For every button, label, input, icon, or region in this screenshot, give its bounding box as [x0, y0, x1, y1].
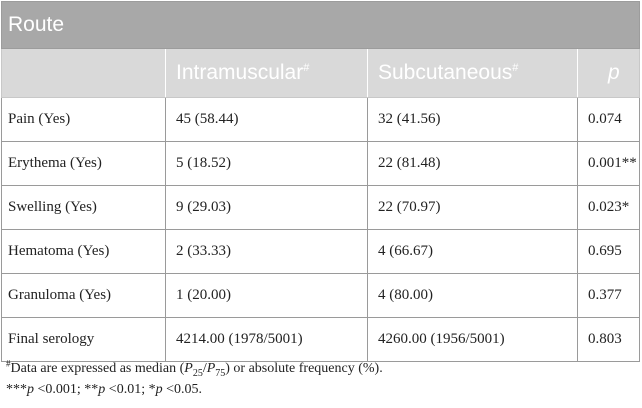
header-subcutaneous-label: Subcutaneous [378, 61, 513, 84]
footnote-p75-sub: 75 [215, 367, 226, 379]
header-blank [1, 48, 166, 98]
subcutaneous-value: 22 (70.97) [367, 185, 578, 230]
footnote-marker: # [6, 358, 11, 369]
p-value-cell: 0.803 [576, 317, 641, 362]
results-table: Route Intramuscular# Subcutaneous# p Pai… [0, 1, 641, 362]
row-label: Granuloma (Yes) [1, 273, 166, 318]
table-footnotes: #Data are expressed as median (P25/P75) … [6, 358, 383, 400]
row-label: Final serology [1, 317, 166, 362]
row-label: Erythema (Yes) [1, 141, 166, 186]
p-value-cell: 0.377 [576, 273, 641, 318]
sig-p-3: p [155, 382, 163, 397]
table-title: Route [0, 1, 641, 49]
subcutaneous-value: 22 (81.48) [367, 141, 578, 186]
subcutaneous-value: 4 (66.67) [367, 229, 578, 274]
sig-two-star: ** [84, 382, 99, 397]
p-value: 0.377 [588, 287, 622, 303]
table-title-row: Route [0, 1, 641, 49]
sig-threshold-3: <0.05. [162, 382, 202, 397]
footnote-p75-letter: P [206, 361, 216, 376]
table-row: Granuloma (Yes) 1 (20.00) 4 (80.00) 0.377 [1, 273, 641, 318]
table-row: Hematoma (Yes) 2 (33.33) 4 (66.67) 0.695 [1, 229, 641, 274]
footnote-data-expression: #Data are expressed as median (P25/P75) … [6, 358, 383, 379]
sig-p-1: p [27, 382, 34, 397]
table-body: Pain (Yes) 45 (58.44) 32 (41.56) 0.074 Eryth… [1, 97, 641, 362]
header-subcutaneous-marker: # [512, 62, 519, 74]
table-row: Swelling (Yes) 9 (29.03) 22 (70.97) 0.023* [1, 185, 641, 230]
footnote-text-b: ) or absolute frequency (%). [225, 361, 383, 376]
row-label: Hematoma (Yes) [1, 229, 166, 274]
subcutaneous-value: 4 (80.00) [367, 273, 578, 318]
header-intramuscular-marker: # [303, 62, 310, 74]
header-p-value: p [576, 48, 641, 98]
significance-marker: * [621, 199, 630, 215]
table-row: Final serology 4214.00 (1978/5001) 4260.00… [1, 317, 641, 362]
p-value-cell: 0.074 [576, 97, 641, 142]
sig-one-star: * [148, 382, 156, 397]
intramuscular-value: 4214.00 (1978/5001) [165, 317, 368, 362]
row-label: Swelling (Yes) [1, 185, 166, 230]
p-value-cell: 0.023* [576, 185, 641, 230]
footnote-p25-letter: P [184, 361, 193, 376]
intramuscular-value: 1 (20.00) [165, 273, 368, 318]
footnote-significance: ***p <0.001; **p <0.01; *p <0.05. [6, 379, 383, 400]
intramuscular-value: 45 (58.44) [165, 97, 368, 142]
p-value: 0.074 [588, 111, 622, 127]
results-table-container: Route Intramuscular# Subcutaneous# p Pai… [0, 1, 641, 362]
sig-three-star: *** [6, 382, 27, 397]
p-value: 0.695 [588, 243, 622, 259]
sig-threshold-1: <0.001; [34, 382, 85, 397]
sig-threshold-2: <0.01; [105, 382, 149, 397]
p-value-cell: 0.695 [576, 229, 641, 274]
p-value: 0.001 [588, 155, 622, 171]
header-intramuscular-label: Intramuscular [176, 61, 304, 84]
p-value-cell: 0.001** [576, 141, 641, 186]
footnote-text-a: Data are expressed as median ( [10, 361, 185, 376]
header-subcutaneous: Subcutaneous# [367, 48, 578, 98]
footnote-slash: / [202, 361, 207, 376]
table-row: Pain (Yes) 45 (58.44) 32 (41.56) 0.074 [1, 97, 641, 142]
significance-marker: ** [621, 155, 637, 171]
table-row: Erythema (Yes) 5 (18.52) 22 (81.48) 0.001** [1, 141, 641, 186]
p-value: 0.803 [588, 331, 622, 347]
subcutaneous-value: 32 (41.56) [367, 97, 578, 142]
intramuscular-value: 2 (33.33) [165, 229, 368, 274]
column-header-row: Intramuscular# Subcutaneous# p [1, 48, 641, 98]
subcutaneous-value: 4260.00 (1956/5001) [367, 317, 578, 362]
header-intramuscular: Intramuscular# [165, 48, 368, 98]
p-value: 0.023 [588, 199, 622, 215]
intramuscular-value: 5 (18.52) [165, 141, 368, 186]
row-label: Pain (Yes) [1, 97, 166, 142]
intramuscular-value: 9 (29.03) [165, 185, 368, 230]
sig-p-2: p [98, 382, 106, 397]
footnote-p25-sub: 25 [192, 367, 203, 379]
